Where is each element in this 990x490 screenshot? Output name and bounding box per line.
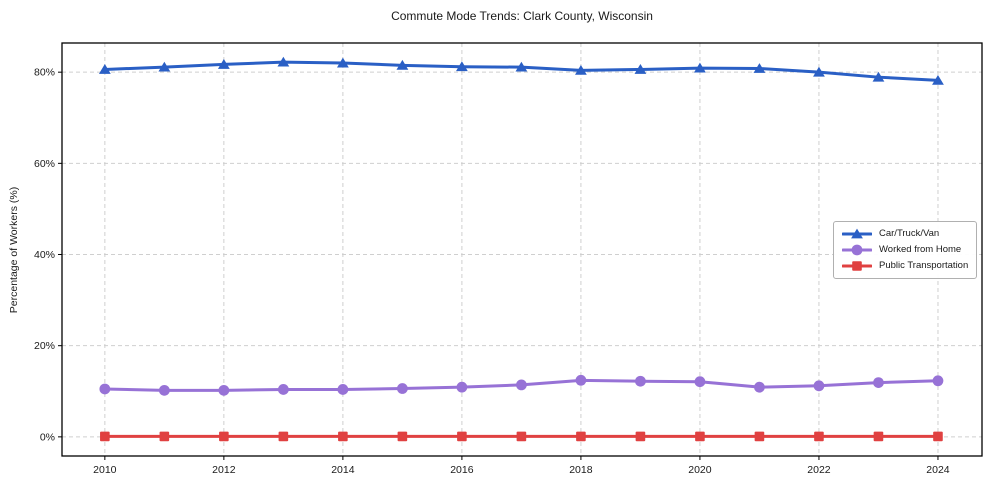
series-marker	[516, 431, 527, 442]
series-marker	[456, 381, 468, 393]
series-marker	[277, 384, 289, 395]
series-marker	[575, 64, 587, 75]
series-marker	[397, 431, 408, 442]
series-marker	[159, 431, 170, 442]
series-marker	[158, 384, 170, 396]
legend-item-car-truck-van: Car/Truck/Van	[842, 228, 968, 240]
x-tick-label: 2022	[807, 464, 831, 476]
series-marker	[932, 375, 944, 387]
series-marker	[872, 71, 885, 82]
series-marker	[754, 431, 765, 442]
series-marker	[278, 431, 289, 442]
series-marker	[158, 61, 171, 72]
x-tick-label: 2014	[331, 464, 355, 476]
plot-frame	[61, 42, 983, 457]
series-marker	[635, 431, 646, 442]
x-tick-label: 2010	[93, 464, 117, 476]
series-marker	[575, 374, 587, 386]
legend-label: Worked from Home	[879, 244, 962, 255]
x-tick-label: 2012	[212, 464, 236, 476]
series-marker	[813, 66, 825, 77]
series-worked-from-home	[99, 374, 944, 396]
series-marker	[851, 228, 863, 239]
legend: Car/Truck/Van Worked from Home Public Tran…	[833, 221, 978, 279]
x-tick-label: 2016	[450, 464, 474, 476]
y-tick-label: 60%	[34, 158, 55, 170]
x-tick-label: 2020	[688, 464, 712, 476]
series-marker	[455, 61, 468, 72]
series-marker	[99, 383, 111, 395]
legend-item-public-transportation: Public Transportation	[842, 260, 968, 272]
series-marker	[873, 431, 884, 442]
legend-label: Car/Truck/Van	[879, 228, 940, 239]
series-marker	[635, 375, 646, 387]
series-marker	[813, 380, 825, 392]
series-marker	[218, 384, 230, 396]
legend-square-icon	[842, 261, 872, 271]
series-marker	[337, 384, 349, 395]
series-marker	[814, 431, 824, 442]
y-tick-label: 40%	[34, 249, 55, 261]
series-marker	[576, 431, 586, 442]
series-marker	[694, 62, 706, 73]
chart-title: Commute Mode Trends: Clark County, Wisco…	[391, 9, 653, 23]
legend-triangle-icon	[842, 228, 872, 239]
series-marker	[634, 64, 647, 74]
series-marker	[98, 64, 111, 74]
y-tick-label: 0%	[40, 431, 55, 443]
series-marker	[100, 431, 110, 442]
legend-circle-icon	[842, 244, 872, 256]
series-marker	[338, 431, 348, 442]
y-tick-label: 20%	[34, 340, 55, 352]
series-car-truck-van	[98, 56, 944, 85]
series-public-transportation	[100, 431, 943, 442]
series-marker	[457, 431, 467, 442]
series-marker	[932, 74, 944, 85]
x-tick-label: 2018	[569, 464, 593, 476]
series-marker	[852, 261, 862, 271]
series-marker	[336, 57, 349, 68]
series-marker	[219, 431, 229, 442]
series-marker	[217, 59, 230, 69]
x-tick-label: 2024	[926, 464, 950, 476]
series-marker	[396, 59, 409, 70]
y-tick-label: 80%	[34, 67, 55, 79]
series-marker	[933, 431, 943, 442]
y-axis-label: Percentage of Workers (%)	[8, 186, 20, 314]
series-marker	[873, 377, 884, 389]
series-marker	[851, 244, 863, 256]
series-marker	[695, 431, 705, 442]
legend-item-worked-from-home: Worked from Home	[842, 244, 968, 256]
series-marker	[515, 61, 528, 72]
series-marker	[694, 376, 706, 388]
series-marker	[754, 381, 765, 393]
series-marker	[753, 63, 766, 73]
series-marker	[516, 379, 527, 391]
series-marker	[277, 56, 290, 67]
legend-label: Public Transportation	[879, 260, 969, 271]
series-marker	[396, 383, 408, 394]
